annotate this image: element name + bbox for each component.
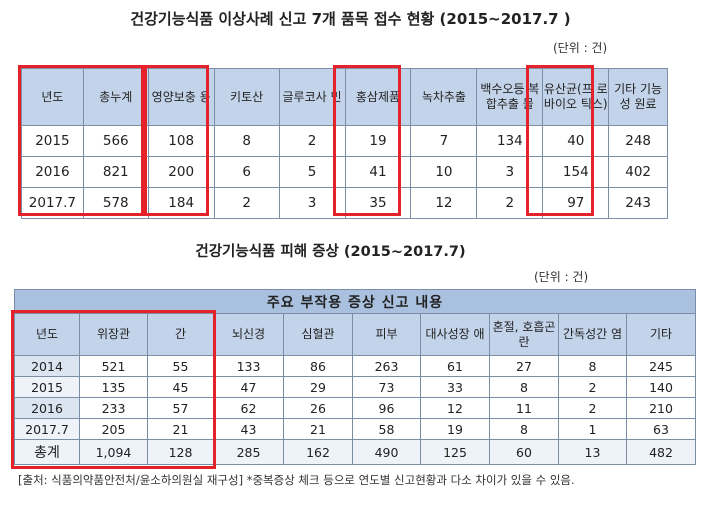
- table1-header-cell: 백수오등 복합추출 물: [476, 68, 544, 126]
- table-cell: 8: [213, 125, 280, 157]
- table-cell: 8: [558, 355, 627, 377]
- table-cell: 40: [542, 125, 610, 157]
- table-cell: 243: [608, 187, 668, 219]
- table2-header-cell: 년도: [14, 313, 80, 356]
- table-cell: 2: [558, 376, 627, 398]
- table-cell: 128: [147, 439, 214, 465]
- table-cell: 402: [608, 156, 668, 188]
- table2-header-cell: 간: [147, 313, 214, 356]
- table-cell: 13: [558, 439, 627, 465]
- table-cell: 62: [213, 397, 284, 419]
- table2-title: 건강기능식품 피해 증상 (2015~2017.7): [195, 244, 466, 260]
- table-cell: 60: [489, 439, 559, 465]
- table-cell: 43: [213, 418, 284, 440]
- table-cell: 12: [420, 397, 490, 419]
- table-cell: 1: [558, 418, 627, 440]
- table-cell: 2015: [14, 376, 80, 398]
- highlight-box-year-total: [18, 65, 147, 216]
- table-cell: 162: [283, 439, 353, 465]
- table-cell: 29: [283, 376, 353, 398]
- table-cell: 285: [213, 439, 284, 465]
- table2-caption-row: 주요 부작용 증상 신고 내용: [14, 289, 696, 314]
- highlight-box-red-ginseng: [333, 65, 401, 216]
- table-cell: 61: [420, 355, 490, 377]
- table-cell: 10: [410, 156, 478, 188]
- table2-header-cell: 혼절, 호흡곤란: [489, 313, 559, 356]
- table1-header-cell: 키토산: [213, 68, 280, 126]
- table2-unit: (단위 : 건): [534, 270, 589, 284]
- table-cell: 45: [147, 376, 214, 398]
- table-cell: 133: [213, 355, 284, 377]
- highlight-box-probiotics: [526, 65, 594, 216]
- table2-header-cell: 뇌신경: [213, 313, 284, 356]
- table-cell: 248: [608, 125, 668, 157]
- table-cell: 108: [147, 125, 215, 157]
- table1-header-cell: 기타 기능성 원료: [608, 68, 668, 126]
- table1-header-cell: 녹차추출: [410, 68, 478, 126]
- table-cell: 1,094: [79, 439, 148, 465]
- table-cell: 482: [626, 439, 696, 465]
- table-cell: 총계: [14, 439, 80, 465]
- table-cell: 2017.7: [14, 418, 80, 440]
- table-cell: 566: [82, 125, 149, 157]
- table-cell: 11: [489, 397, 559, 419]
- table-cell: 2: [558, 397, 627, 419]
- table-cell: 200: [147, 156, 215, 188]
- table-cell: 140: [626, 376, 696, 398]
- table-cell: 245: [626, 355, 696, 377]
- table-cell: 73: [352, 376, 421, 398]
- table2-header-cell: 기타: [626, 313, 696, 356]
- table-cell: 86: [283, 355, 353, 377]
- table2-header-cell: 대사성장 애: [420, 313, 490, 356]
- symptom-table: 주요 부작용 증상 신고 내용 년도 위장관 간 뇌신경 심혈관 피부 대사성장…: [14, 289, 696, 465]
- table-cell: 210: [626, 397, 696, 419]
- table-cell: 263: [352, 355, 421, 377]
- table-cell: 26: [283, 397, 353, 419]
- table-cell: 8: [489, 376, 559, 398]
- table2-header-cell: 심혈관: [283, 313, 353, 356]
- table-cell: 821: [82, 156, 149, 188]
- table-cell: 125: [420, 439, 490, 465]
- table-cell: 19: [420, 418, 490, 440]
- table-cell: 490: [352, 439, 421, 465]
- table2-caption: 주요 부작용 증상 신고 내용: [14, 289, 696, 314]
- table-cell: 6: [213, 156, 280, 188]
- table-cell: 2014: [14, 355, 80, 377]
- table2-header-cell: 간독성간 염: [558, 313, 627, 356]
- table1-unit: (단위 : 건): [553, 41, 608, 55]
- table-cell: 63: [626, 418, 696, 440]
- table1-header-cell: 년도: [21, 68, 84, 126]
- table-cell: 96: [352, 397, 421, 419]
- table1-title: 건강기능식품 이상사례 신고 7개 품목 접수 현황 (2015~2017.7 …: [130, 10, 571, 28]
- table-cell: 47: [213, 376, 284, 398]
- table-cell: 8: [489, 418, 559, 440]
- table-cell: 2: [213, 187, 280, 219]
- table-cell: 33: [420, 376, 490, 398]
- table-row: 2016 233 57 62 26 96 12 11 2 210: [14, 397, 696, 419]
- table-total-row: 총계 1,094 128 285 162 490 125 60 13 482: [14, 439, 696, 465]
- highlight-box-gi-liver: [11, 310, 216, 469]
- table-cell: 2016: [21, 156, 84, 188]
- table-cell: 7: [410, 125, 478, 157]
- table-cell: 2015: [21, 125, 84, 157]
- table-cell: 12: [410, 187, 478, 219]
- table2-header-cell: 피부: [352, 313, 421, 356]
- table2-header-cell: 위장관: [79, 313, 148, 356]
- highlight-box-nutrition: [141, 65, 209, 216]
- source-footnote: [출처: 식품의약품안전처/윤소하의원실 재구성] *중복증상 체크 등으로 연…: [18, 473, 575, 487]
- table-cell: 21: [283, 418, 353, 440]
- table2-header-row: 년도 위장관 간 뇌신경 심혈관 피부 대사성장 애 혼절, 호흡곤란 간독성간…: [14, 313, 696, 356]
- table-cell: 58: [352, 418, 421, 440]
- table-row: 2015 135 45 47 29 73 33 8 2 140: [14, 376, 696, 398]
- table-cell: 27: [489, 355, 559, 377]
